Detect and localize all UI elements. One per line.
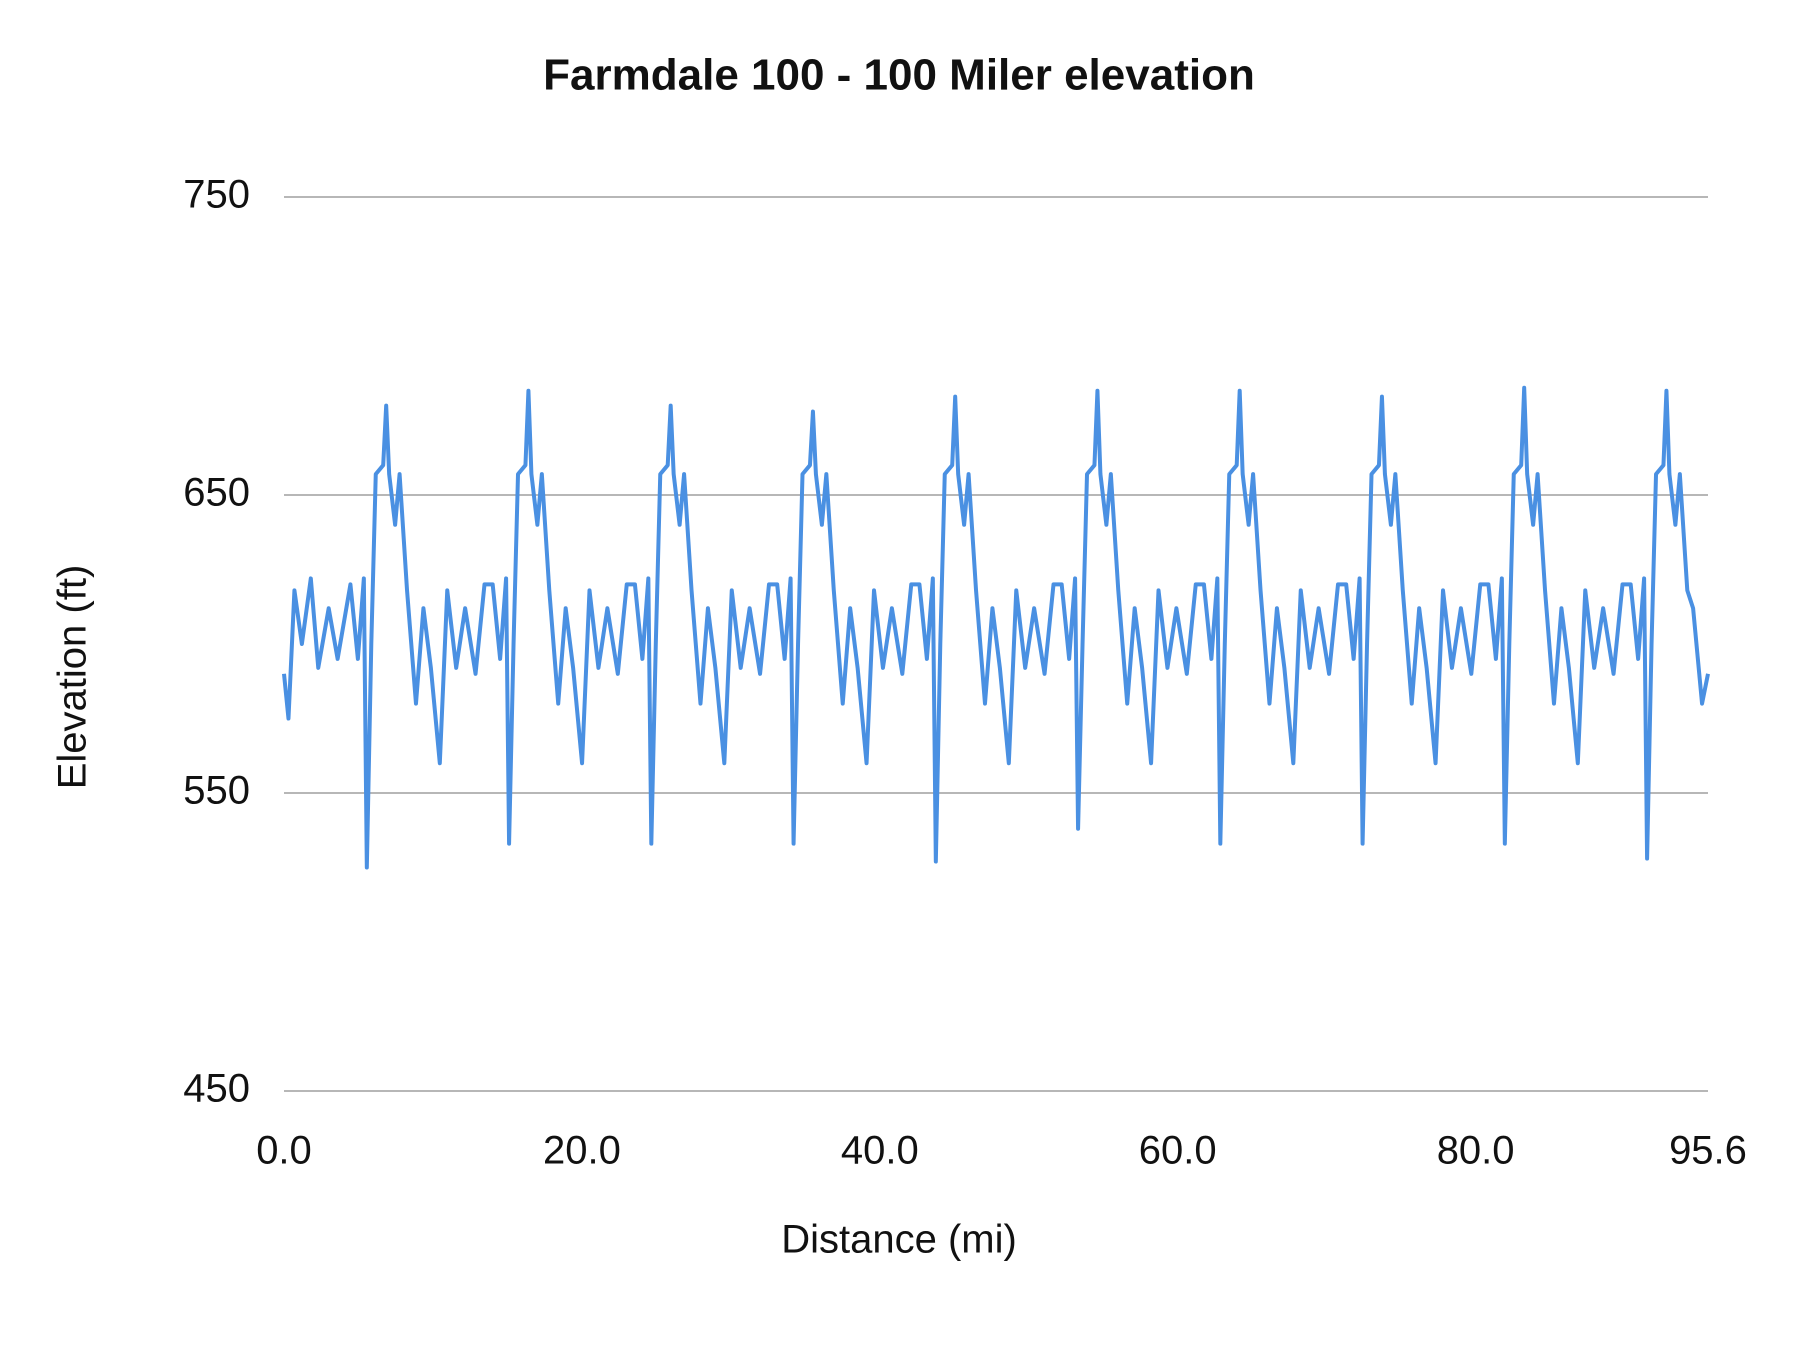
x-tick-label: 95.6 bbox=[1669, 1129, 1747, 1173]
x-tick-label: 60.0 bbox=[1139, 1129, 1217, 1173]
x-tick-label: 80.0 bbox=[1437, 1129, 1515, 1173]
x-tick-label: 40.0 bbox=[841, 1129, 919, 1173]
x-axis-title: Distance (mi) bbox=[781, 1218, 1017, 1262]
chart-title: Farmdale 100 - 100 Miler elevation bbox=[543, 51, 1255, 100]
x-tick-label: 20.0 bbox=[543, 1129, 621, 1173]
x-tick-label: 0.0 bbox=[256, 1129, 312, 1173]
y-tick-label: 450 bbox=[183, 1067, 250, 1111]
y-tick-label: 750 bbox=[183, 173, 250, 217]
y-tick-label: 650 bbox=[183, 471, 250, 515]
elevation-line bbox=[282, 385, 1710, 870]
y-axis-title: Elevation (ft) bbox=[51, 565, 95, 790]
y-tick-label: 550 bbox=[183, 769, 250, 813]
